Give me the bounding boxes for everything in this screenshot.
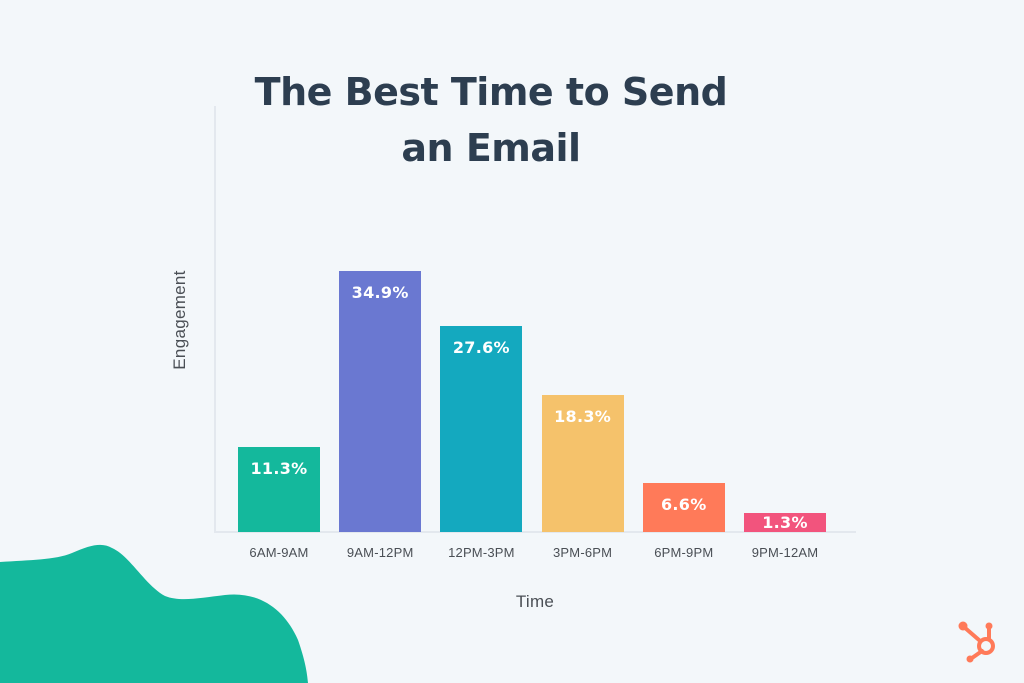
- x-tick-label: 9AM-12PM: [346, 545, 414, 560]
- hubspot-sprocket-icon: [958, 621, 995, 663]
- chart-title: The Best Time to Send an Email: [254, 70, 728, 170]
- bar-value-label: 34.9%: [351, 283, 409, 302]
- bar-value-label: 18.3%: [554, 407, 612, 427]
- x-tick-label: 12PM-3PM: [448, 545, 515, 560]
- bar-3pm-6pm: 18.3%: [541, 395, 624, 532]
- bar-6am-9am: 11.3%: [238, 447, 320, 532]
- bar-value-label: 11.3%: [250, 459, 308, 479]
- bar-9am-12pm: 34.9%: [339, 271, 422, 532]
- bar-12pm-3pm: 27.6%: [440, 325, 523, 532]
- bar-9pm-12am: 1.3%: [744, 513, 826, 532]
- bar-6pm-9pm: 6.6%: [642, 482, 725, 532]
- x-tick-label: 6AM-9AM: [249, 545, 309, 560]
- bar-value-label: 27.6%: [452, 337, 510, 357]
- x-axis-line: [214, 531, 856, 533]
- y-axis-line: [214, 106, 216, 533]
- x-tick-label: 9PM-12AM: [751, 545, 819, 560]
- x-axis-label: Time: [515, 592, 555, 611]
- bar-value-label: 6.6%: [661, 494, 707, 514]
- x-tick-label: 3PM-6PM: [552, 545, 613, 560]
- x-tick-label: 6PM-9PM: [654, 545, 714, 560]
- y-axis-label: Engagement: [170, 270, 189, 370]
- bar-value-label: 1.3%: [762, 513, 808, 532]
